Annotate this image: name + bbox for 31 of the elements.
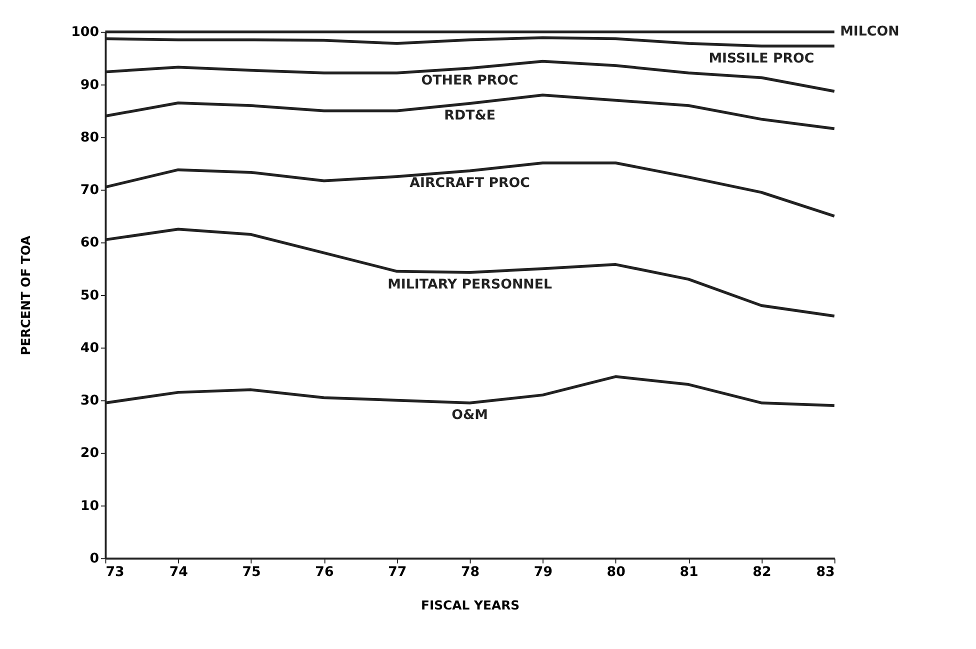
x-tick-label: 74 xyxy=(169,564,188,580)
x-axis-title: FISCAL YEARS xyxy=(420,597,520,612)
x-tick-label: 77 xyxy=(388,564,407,580)
x-tick-label: 76 xyxy=(315,564,334,580)
series-label: OTHER PROC xyxy=(421,73,518,88)
x-tick-label: 83 xyxy=(816,564,835,580)
y-tick-label: 50 xyxy=(80,288,100,304)
x-tick-label: 75 xyxy=(242,564,261,580)
series-label: MISSILE PROC xyxy=(708,51,814,66)
y-tick-label: 80 xyxy=(80,130,100,146)
x-tick-label: 81 xyxy=(680,564,698,580)
y-tick-label: 0 xyxy=(90,551,100,566)
x-tick-label: 80 xyxy=(606,564,626,580)
y-tick-label: 20 xyxy=(80,446,100,462)
y-tick-label: 10 xyxy=(80,498,100,514)
y-tick-label: 60 xyxy=(80,236,100,251)
x-tick-label: 82 xyxy=(752,564,772,580)
y-tick-label: 90 xyxy=(80,78,100,93)
y-tick-label: 30 xyxy=(80,394,100,409)
y-tick-label: 70 xyxy=(80,183,100,198)
x-tick-label: 73 xyxy=(106,564,124,580)
series-label: MILITARY PERSONNEL xyxy=(388,278,553,293)
series-label: AIRCRAFT PROC xyxy=(410,176,530,192)
series-label: MILCON xyxy=(840,24,900,40)
y-axis-title: PERCENT OF TOA xyxy=(18,235,33,356)
series-label: RDT&E xyxy=(444,108,496,124)
y-tick-label: 40 xyxy=(80,340,100,356)
x-tick-label: 78 xyxy=(460,564,480,580)
x-tick-label: 79 xyxy=(534,564,553,580)
y-tick-label: 100 xyxy=(71,25,100,40)
series-label: O&M xyxy=(452,408,488,424)
